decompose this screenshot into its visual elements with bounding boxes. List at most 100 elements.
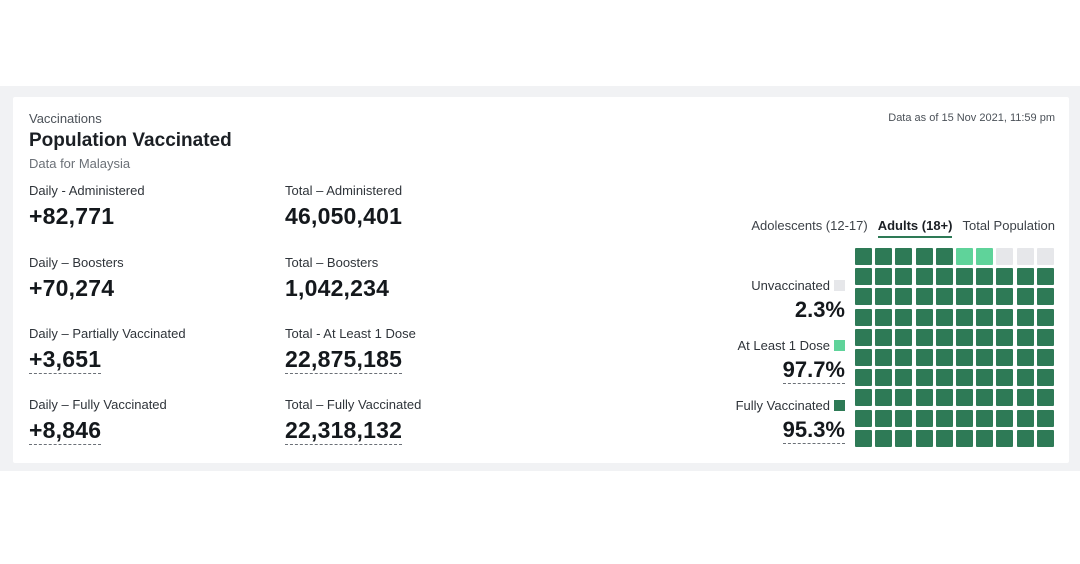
- stat-daily-administered: Daily - Administered +82,771: [29, 183, 269, 230]
- waffle-cell-fully-vaccinated: [956, 288, 973, 306]
- stat-value-tooltip[interactable]: +3,651: [29, 346, 102, 374]
- waffle-cell-fully-vaccinated: [976, 369, 994, 387]
- stat-label: Daily – Partially Vaccinated: [29, 326, 186, 341]
- stat-value-tooltip[interactable]: +8,846: [29, 417, 102, 445]
- waffle-cell-fully-vaccinated: [996, 409, 1014, 427]
- waffle-cell-unvaccinated: [1016, 248, 1034, 265]
- waffle-cell-fully-vaccinated: [855, 288, 872, 306]
- legend-label: At Least 1 Dose: [737, 338, 831, 353]
- waffle-cell-fully-vaccinated: [935, 349, 953, 366]
- waffle-cell-fully-vaccinated: [1016, 429, 1034, 447]
- legend-at-least-1-dose: At Least 1 Dose 97.7%: [737, 338, 845, 384]
- waffle-cell-fully-vaccinated: [956, 369, 973, 387]
- waffle-cell-fully-vaccinated: [935, 429, 953, 447]
- vaccination-card: Vaccinations Population Vaccinated Data …: [13, 97, 1069, 463]
- stat-value-tooltip[interactable]: 22,318,132: [285, 417, 403, 445]
- legend-label-row: At Least 1 Dose: [737, 338, 845, 353]
- waffle-cell-fully-vaccinated: [956, 409, 973, 427]
- stat-total-boosters: Total – Boosters 1,042,234: [285, 255, 525, 302]
- waffle-cell-fully-vaccinated: [855, 268, 872, 286]
- stat-value: +82,771: [29, 203, 115, 229]
- stat-label: Daily – Boosters: [29, 255, 124, 270]
- stat-value: 1,042,234: [285, 275, 390, 301]
- page-title: Population Vaccinated: [29, 130, 232, 151]
- legend-unvaccinated: Unvaccinated 2.3%: [751, 278, 845, 323]
- waffle-cell-fully-vaccinated: [915, 248, 933, 265]
- waffle-cell-fully-vaccinated: [976, 409, 994, 427]
- page-subtitle: Data for Malaysia: [29, 156, 131, 171]
- waffle-cell-fully-vaccinated: [875, 409, 893, 427]
- waffle-cell-fully-vaccinated: [935, 389, 953, 407]
- stat-label: Total – Boosters: [285, 255, 379, 270]
- waffle-cell-fully-vaccinated: [1016, 308, 1034, 326]
- section-eyebrow: Vaccinations: [29, 111, 102, 126]
- waffle-cell-fully-vaccinated: [976, 268, 994, 286]
- waffle-cell-fully-vaccinated: [956, 328, 973, 346]
- legend-swatch: [834, 280, 845, 291]
- waffle-cell-fully-vaccinated: [855, 349, 872, 366]
- waffle-cell-fully-vaccinated: [935, 248, 953, 265]
- waffle-cell-fully-vaccinated: [875, 369, 893, 387]
- waffle-cell-fully-vaccinated: [976, 288, 994, 306]
- tab-adolescents[interactable]: Adolescents (12-17): [751, 218, 868, 233]
- waffle-cell-fully-vaccinated: [875, 328, 893, 346]
- waffle-cell-fully-vaccinated: [915, 429, 933, 447]
- population-tabs: Adolescents (12-17) Adults (18+) Total P…: [751, 218, 1055, 238]
- tab-total-population[interactable]: Total Population: [962, 218, 1055, 233]
- waffle-cell-fully-vaccinated: [875, 349, 893, 366]
- waffle-cell-fully-vaccinated: [875, 288, 893, 306]
- stat-daily-fully-vaccinated: Daily – Fully Vaccinated +8,846: [29, 397, 269, 445]
- waffle-cell-fully-vaccinated: [996, 328, 1014, 346]
- waffle-cell-at-least-1-dose: [956, 248, 973, 265]
- waffle-cell-fully-vaccinated: [915, 409, 933, 427]
- waffle-cell-fully-vaccinated: [895, 248, 913, 265]
- stat-daily-boosters: Daily – Boosters +70,274: [29, 255, 269, 302]
- waffle-cell-fully-vaccinated: [996, 369, 1014, 387]
- legend-swatch: [834, 400, 845, 411]
- waffle-cell-fully-vaccinated: [935, 268, 953, 286]
- stat-value-tooltip[interactable]: 22,875,185: [285, 346, 403, 374]
- waffle-cell-fully-vaccinated: [895, 268, 913, 286]
- waffle-cell-fully-vaccinated: [976, 328, 994, 346]
- waffle-cell-fully-vaccinated: [1036, 369, 1054, 387]
- waffle-cell-fully-vaccinated: [1036, 328, 1054, 346]
- waffle-cell-fully-vaccinated: [855, 409, 872, 427]
- legend-label: Unvaccinated: [751, 278, 830, 293]
- legend-label: Fully Vaccinated: [735, 398, 830, 413]
- waffle-cell-fully-vaccinated: [855, 429, 872, 447]
- waffle-cell-fully-vaccinated: [1016, 389, 1034, 407]
- waffle-cell-fully-vaccinated: [875, 389, 893, 407]
- legend-value-tooltip[interactable]: 95.3%: [782, 417, 845, 444]
- waffle-cell-fully-vaccinated: [996, 389, 1014, 407]
- stat-daily-partially-vaccinated: Daily – Partially Vaccinated +3,651: [29, 326, 269, 374]
- waffle-cell-fully-vaccinated: [1036, 389, 1054, 407]
- stat-value: 46,050,401: [285, 203, 403, 229]
- waffle-cell-fully-vaccinated: [915, 349, 933, 366]
- waffle-cell-fully-vaccinated: [915, 389, 933, 407]
- waffle-cell-fully-vaccinated: [855, 328, 872, 346]
- waffle-cell-fully-vaccinated: [935, 328, 953, 346]
- waffle-cell-fully-vaccinated: [935, 288, 953, 306]
- legend-fully-vaccinated: Fully Vaccinated 95.3%: [736, 398, 845, 444]
- waffle-cell-fully-vaccinated: [895, 328, 913, 346]
- waffle-cell-fully-vaccinated: [1016, 349, 1034, 366]
- waffle-cell-fully-vaccinated: [1036, 308, 1054, 326]
- waffle-cell-fully-vaccinated: [895, 369, 913, 387]
- waffle-cell-fully-vaccinated: [915, 369, 933, 387]
- legend-label-row: Unvaccinated: [751, 278, 845, 293]
- waffle-cell-fully-vaccinated: [855, 308, 872, 326]
- waffle-cell-fully-vaccinated: [1016, 409, 1034, 427]
- waffle-cell-fully-vaccinated: [875, 268, 893, 286]
- waffle-cell-fully-vaccinated: [976, 349, 994, 366]
- waffle-cell-fully-vaccinated: [895, 288, 913, 306]
- waffle-cell-fully-vaccinated: [915, 308, 933, 326]
- waffle-cell-fully-vaccinated: [1016, 288, 1034, 306]
- tab-adults[interactable]: Adults (18+): [877, 218, 953, 238]
- waffle-cell-fully-vaccinated: [915, 328, 933, 346]
- waffle-cell-fully-vaccinated: [976, 389, 994, 407]
- legend-value-tooltip[interactable]: 97.7%: [782, 357, 845, 384]
- waffle-cell-fully-vaccinated: [1016, 268, 1034, 286]
- waffle-cell-fully-vaccinated: [875, 429, 893, 447]
- waffle-cell-fully-vaccinated: [1016, 369, 1034, 387]
- data-timestamp: Data as of 15 Nov 2021, 11:59 pm: [888, 112, 1055, 124]
